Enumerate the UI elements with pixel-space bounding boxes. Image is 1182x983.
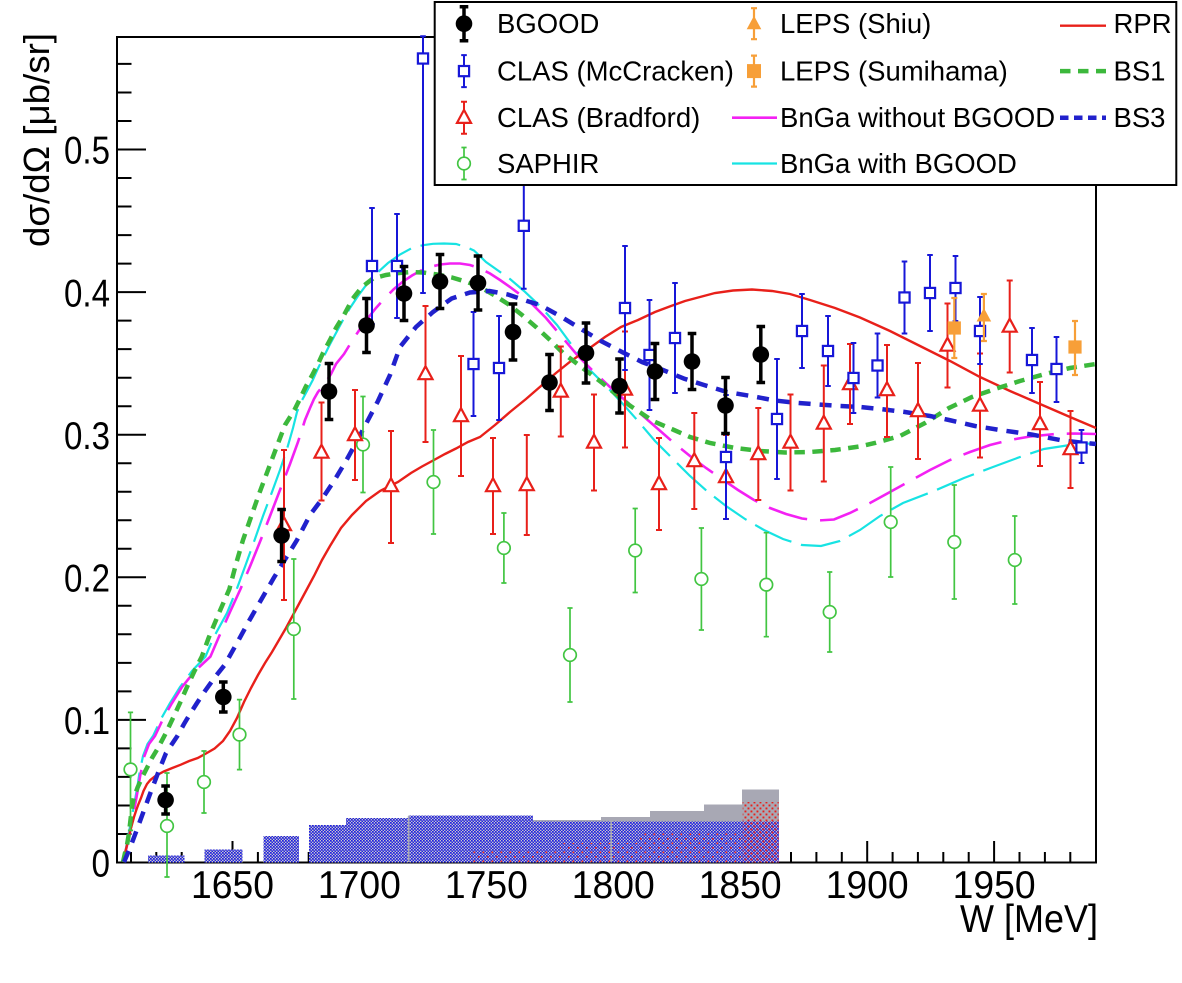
svg-text:BS1: BS1 [1114, 56, 1166, 87]
svg-text:0.2: 0.2 [64, 558, 110, 601]
svg-text:0.1: 0.1 [64, 700, 110, 743]
svg-text:1700: 1700 [318, 864, 401, 907]
svg-text:BnGa without BGOOD: BnGa without BGOOD [780, 102, 1055, 133]
svg-text:BGOOD: BGOOD [497, 8, 599, 39]
svg-text:0.5: 0.5 [64, 130, 110, 173]
svg-text:1750: 1750 [445, 864, 528, 907]
svg-text:dσ/dΩ [μb/sr]: dσ/dΩ [μb/sr] [16, 33, 57, 247]
svg-text:1950: 1950 [953, 864, 1036, 907]
svg-text:1650: 1650 [191, 864, 274, 907]
svg-text:CLAS (Bradford): CLAS (Bradford) [497, 102, 700, 133]
svg-text:1800: 1800 [572, 864, 655, 907]
svg-text:LEPS (Sumihama): LEPS (Sumihama) [780, 56, 1008, 87]
svg-text:0.4: 0.4 [64, 272, 110, 315]
svg-text:RPR: RPR [1114, 8, 1172, 39]
svg-text:1850: 1850 [699, 864, 782, 907]
svg-text:CLAS (McCracken): CLAS (McCracken) [497, 56, 734, 87]
svg-text:W [MeV]: W [MeV] [960, 898, 1098, 941]
svg-text:BnGa with BGOOD: BnGa with BGOOD [780, 148, 1017, 179]
svg-text:LEPS (Shiu): LEPS (Shiu) [780, 8, 931, 39]
svg-text:BS3: BS3 [1114, 102, 1166, 133]
svg-text:0: 0 [92, 843, 111, 886]
svg-text:0.3: 0.3 [64, 415, 110, 458]
svg-text:1900: 1900 [826, 864, 909, 907]
svg-text:SAPHIR: SAPHIR [497, 148, 599, 179]
